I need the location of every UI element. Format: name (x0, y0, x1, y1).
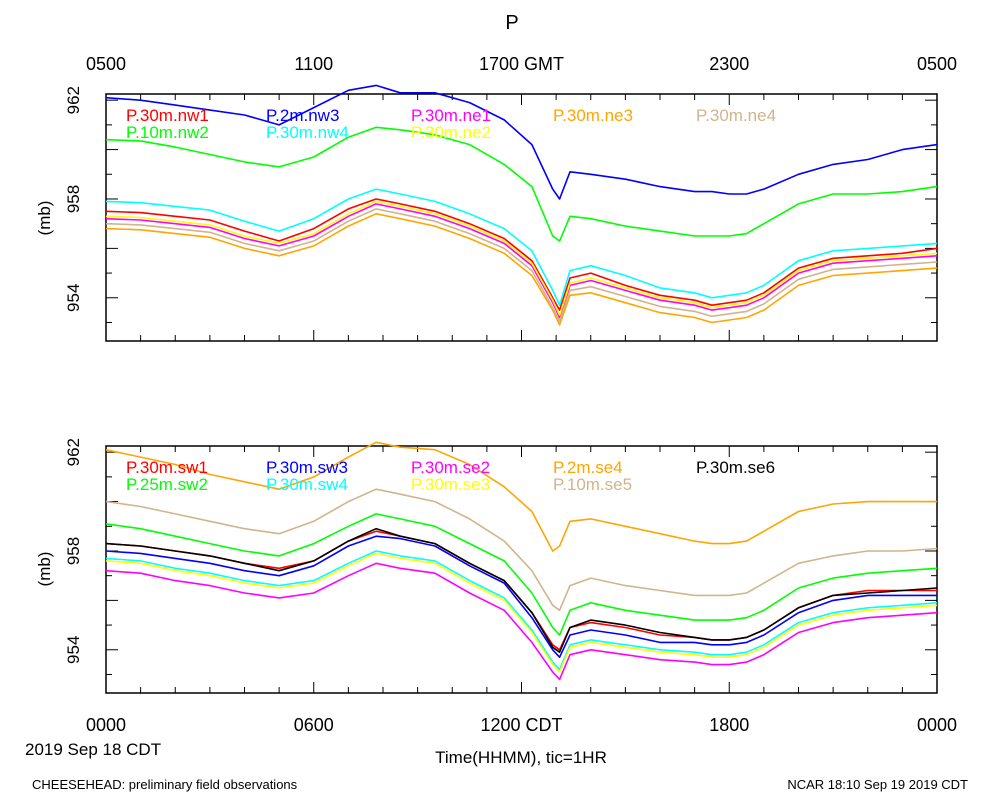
legend-entry: P.2m.se4 (553, 458, 623, 477)
gmt-axis-labels: 0500 1100 1700 GMT 2300 0500 (86, 54, 957, 74)
footer-left: CHEESEHEAD: preliminary field observatio… (32, 777, 298, 792)
bottom-panel-y-ticks (106, 451, 937, 675)
series-line-P-30m-ne2 (105, 200, 938, 316)
cdt-axis-labels: 0000 0600 1200 CDT 1800 0000 (86, 715, 957, 735)
series-line-P-30m-se6 (105, 527, 938, 654)
series-line-P-30m-ne4 (105, 208, 938, 323)
legend-entry: P.30m.ne1 (411, 106, 491, 125)
series-line-P-30m-sw3 (105, 535, 937, 659)
legend-entry: P.25m.sw2 (126, 475, 208, 494)
bottom-panel-y-labels: 954 958 962 (64, 438, 83, 664)
legend-entry: P.30m.ne4 (696, 106, 776, 125)
x-tick-label: 0000 (917, 715, 957, 735)
footer-right: NCAR 18:10 Sep 19 2019 CDT (787, 777, 968, 792)
chart-title: P (505, 12, 518, 34)
series-line-P-30m-nw4 (105, 188, 938, 307)
legend-entry: P.30m.se3 (411, 475, 490, 494)
series-line-P-10m-se5 (105, 488, 938, 612)
legend-entry: P.30m.sw3 (266, 458, 348, 477)
legend-entry: P.30m.ne3 (553, 106, 633, 125)
top-panel-series-lines (105, 84, 938, 326)
x-tick-label: 2300 (709, 54, 749, 74)
legend-entry: P.10m.se5 (553, 475, 632, 494)
series-line-P-10m-nw2 (105, 126, 938, 242)
top-panel-x-ticks (105, 94, 938, 341)
bottom-panel-legend: P.30m.sw1 P.30m.sw3 P.30m.se2 P.2m.se4 P.30m… (126, 458, 775, 494)
legend-entry: P.2m.nw3 (266, 106, 339, 125)
series-line-P-25m-sw2 (105, 513, 938, 636)
bottom-panel-series-lines (105, 441, 938, 681)
top-panel: 0500 1100 1700 GMT 2300 0500 954 958 962 P.30m… (35, 54, 957, 342)
series-line-P-30m-sw4 (105, 550, 938, 671)
y-tick-label: 954 (64, 284, 83, 312)
x-tick-label: 1100 (294, 54, 333, 74)
y-tick-label: 958 (64, 185, 83, 213)
x-tick-label: 0500 (86, 54, 126, 74)
top-panel-y-labels: 954 958 962 (64, 86, 83, 312)
legend-entry: P.30m.se6 (696, 458, 775, 477)
top-panel-legend: P.30m.nw1 P.2m.nw3 P.30m.ne1 P.30m.ne3 P.30m… (126, 106, 776, 142)
legend-entry: P.10m.nw2 (126, 123, 209, 142)
series-line-P-30m-ne3 (105, 213, 938, 326)
legend-entry: P.30m.nw1 (126, 106, 209, 125)
date-label: 2019 Sep 18 CDT (25, 740, 161, 759)
legend-entry: P.30m.nw4 (266, 123, 349, 142)
y-tick-label: 962 (64, 86, 83, 114)
x-tick-label: 0500 (917, 54, 957, 74)
y-tick-label: 962 (64, 438, 83, 466)
x-tick-label: 1200 CDT (480, 715, 562, 735)
y-tick-label: 958 (64, 537, 83, 565)
x-tick-label: 0600 (294, 715, 334, 735)
top-panel-y-ticks (106, 99, 937, 323)
legend-entry: P.30m.se2 (411, 458, 490, 477)
y-tick-label: 954 (64, 636, 83, 664)
x-tick-label: 1800 (709, 715, 749, 735)
bottom-panel-frame (105, 445, 938, 694)
legend-entry: P.30m.sw4 (266, 475, 348, 494)
x-tick-label: 1700 GMT (479, 54, 564, 74)
series-line-P-30m-se2 (105, 562, 938, 681)
bottom-panel-x-ticks (105, 446, 938, 693)
legend-entry: P.30m.sw1 (126, 458, 208, 477)
top-panel-ylabel: (mb) (35, 201, 54, 236)
series-line-P-2m-se4 (105, 441, 937, 552)
x-axis-label: Time(HHMM), tic=1HR (435, 748, 607, 767)
bottom-panel-ylabel: (mb) (35, 552, 54, 587)
bottom-panel: 0000 0600 1200 CDT 1800 0000 954 958 962 P.30m… (35, 438, 957, 735)
series-line-P-30m-nw1 (105, 198, 938, 311)
series-line-P-2m-nw3 (105, 84, 938, 200)
x-tick-label: 0000 (86, 715, 126, 735)
legend-entry: P.30m.ne2 (411, 123, 491, 142)
series-line-P-30m-ne1 (105, 203, 938, 319)
series-line-P-30m-se3 (105, 552, 938, 673)
